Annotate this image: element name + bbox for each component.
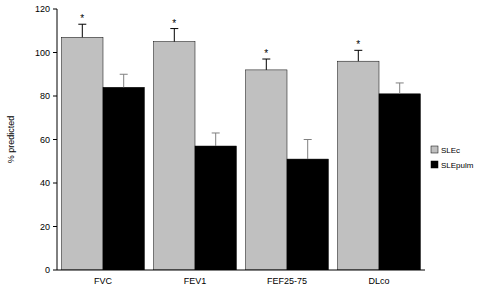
error-cap [212, 132, 220, 133]
error-bar [396, 83, 404, 94]
y-tick [53, 183, 57, 184]
error-cap [304, 139, 312, 140]
y-tick [53, 270, 57, 271]
y-axis [57, 9, 58, 270]
error-bar [262, 59, 270, 70]
y-tick-label: 100 [35, 48, 50, 58]
legend-label: SLEpulm [441, 161, 474, 170]
error-cap [120, 74, 128, 75]
y-tick-label: 120 [35, 4, 50, 14]
error-bar [354, 50, 362, 61]
y-tick-label: 60 [40, 135, 50, 145]
x-tick-label: FEF25-75 [267, 276, 307, 286]
bar [62, 37, 103, 270]
y-tick [53, 96, 57, 97]
error-bar [120, 74, 128, 87]
error-stem [174, 29, 175, 42]
error-bar [304, 140, 312, 160]
bars [62, 24, 421, 270]
error-stem [215, 133, 216, 146]
bar [379, 94, 420, 270]
y-tick-label: 0 [45, 265, 50, 275]
y-tick [53, 139, 57, 140]
legend-swatch [431, 161, 438, 168]
chart-container: 0 20 40 60 80 100 120 % predicted FVC FEV1 FEF25-7… [0, 0, 482, 295]
y-tick [53, 9, 57, 10]
y-axis-label: % predicted [6, 116, 16, 164]
y-tick [53, 226, 57, 227]
y-tick-label: 40 [40, 178, 50, 188]
legend: SLEc SLEpulm [431, 146, 474, 170]
annotation: * [172, 18, 176, 29]
error-stem [123, 74, 124, 87]
x-tick-label: FVC [94, 276, 113, 286]
annotation: * [356, 39, 360, 50]
bar [246, 70, 287, 270]
y-tick-label: 20 [40, 222, 50, 232]
error-bar [212, 133, 220, 146]
error-stem [82, 24, 83, 37]
x-tick-label: DLco [368, 276, 389, 286]
y-tick-label: 80 [40, 91, 50, 101]
annotation: * [80, 13, 84, 24]
bar [287, 159, 328, 270]
error-stem [266, 59, 267, 70]
legend-label: SLEc [441, 146, 460, 155]
error-bar [78, 24, 86, 37]
bar [154, 42, 195, 270]
error-cap [396, 82, 404, 83]
annotation: * [264, 48, 268, 59]
y-tick [53, 52, 57, 53]
legend-swatch [431, 146, 438, 153]
error-stem [358, 50, 359, 61]
error-stem [307, 140, 308, 160]
bar [103, 87, 144, 270]
x-axis [57, 270, 425, 271]
chart-svg: 0 20 40 60 80 100 120 % predicted FVC FEV1 FEF25-7… [0, 0, 482, 295]
error-bar [170, 29, 178, 42]
error-stem [399, 83, 400, 94]
x-tick-label: FEV1 [184, 276, 207, 286]
bar [338, 61, 379, 270]
bar [195, 146, 236, 270]
